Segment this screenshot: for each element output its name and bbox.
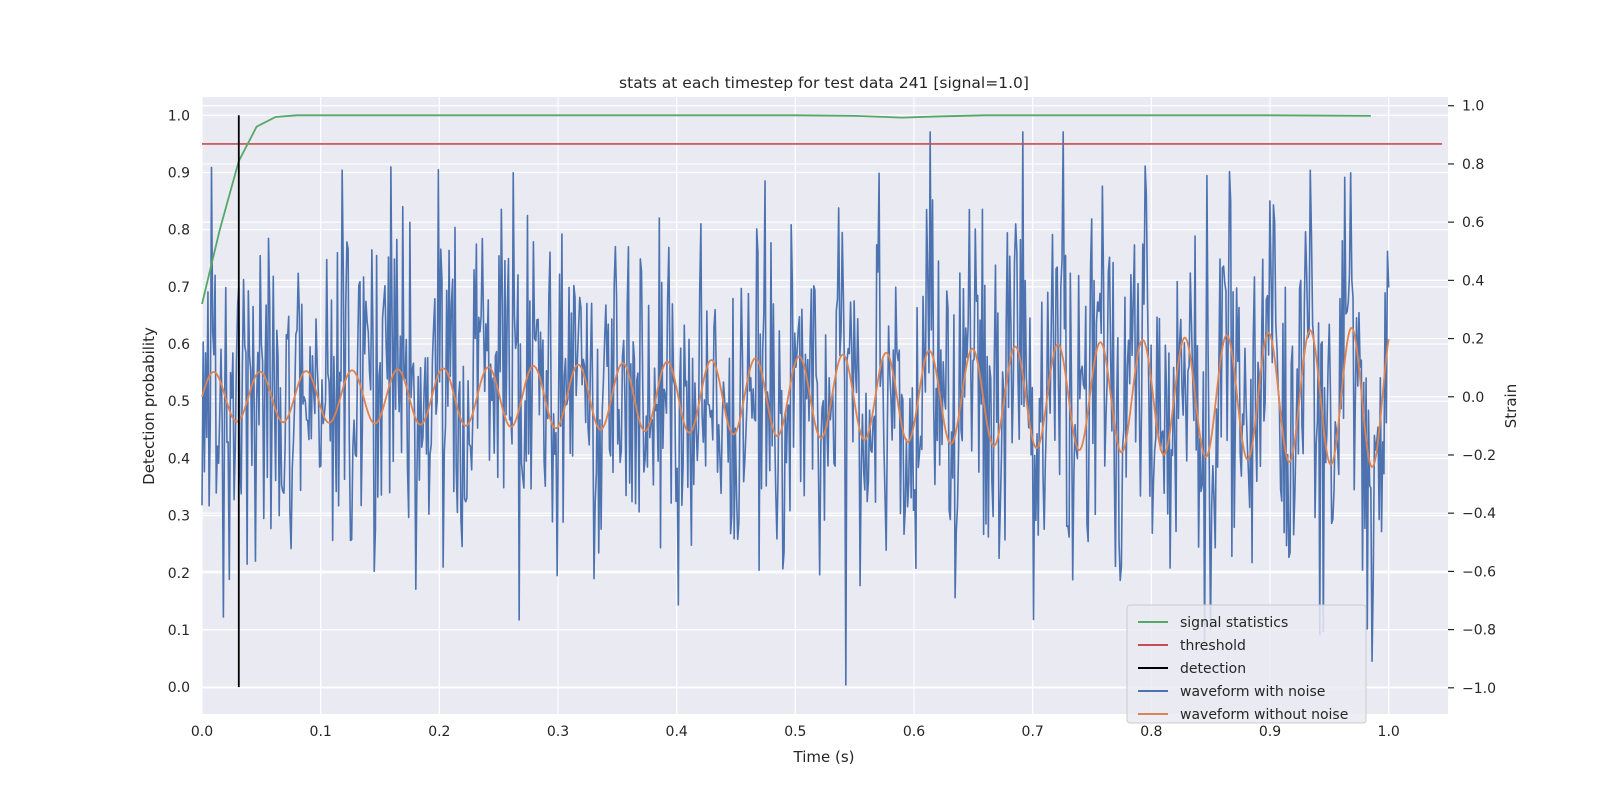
legend-label: threshold [1180, 638, 1246, 654]
y-left-tick-label: 0.6 [168, 337, 190, 353]
y-left-tick-label: 0.5 [168, 394, 190, 410]
y-right-tick-label: 0.4 [1462, 273, 1484, 289]
x-axis-ticks: 0.0 0.1 0.2 0.3 0.4 0.5 0.6 0.7 0.8 0.9 1.0 [191, 724, 1400, 740]
x-tick-label: 0.7 [1022, 724, 1044, 740]
legend: signal statistics threshold detection wavef… [1126, 604, 1367, 724]
y-right-tick-label: 0.6 [1462, 215, 1484, 231]
legend-label: waveform without noise [1180, 707, 1348, 723]
y-left-tick-label: 0.9 [168, 165, 190, 181]
x-tick-label: 0.5 [784, 724, 806, 740]
y-right-tick-label: 0.0 [1462, 390, 1484, 406]
y-right-tick-label: −0.8 [1462, 623, 1496, 639]
y-left-axis-label: Detection probability [140, 327, 158, 485]
legend-label: signal statistics [1180, 615, 1288, 631]
series-waveform-with-noise [201, 131, 1390, 686]
y-left-tick-label: 0.8 [168, 223, 190, 239]
y-left-tick-label: 1.0 [168, 108, 190, 124]
x-tick-label: 0.6 [903, 724, 925, 740]
y-left-tick-label: 0.7 [168, 280, 190, 296]
y-right-tick-label: 0.8 [1462, 157, 1484, 173]
y-left-tick-label: 0.2 [168, 566, 190, 582]
y-right-tick-label: −0.6 [1462, 564, 1496, 580]
y-right-tick-label: −0.2 [1462, 448, 1496, 464]
series-signal-statistics [201, 114, 1371, 305]
series-layer [201, 114, 1443, 688]
chart-title: stats at each timestep for test data 241… [619, 74, 1029, 92]
series-waveform-without-noise [201, 327, 1390, 468]
x-tick-label: 0.8 [1140, 724, 1162, 740]
y-right-tick-label: 1.0 [1462, 99, 1484, 115]
legend-label: waveform with noise [1180, 684, 1325, 700]
y-right-axis-ticks: −1.0 −0.8 −0.6 −0.4 −0.2 0.0 0.2 0.4 0.6 0.8 1.0 [1448, 99, 1496, 697]
y-right-tick-label: −0.4 [1462, 506, 1496, 522]
y-left-tick-label: 0.3 [168, 509, 190, 525]
y-left-tick-label: 0.4 [168, 451, 190, 467]
x-tick-label: 0.0 [191, 724, 213, 740]
legend-label: detection [1180, 661, 1246, 677]
x-tick-label: 0.4 [666, 724, 688, 740]
x-tick-label: 1.0 [1378, 724, 1400, 740]
y-right-axis-label: Strain [1502, 384, 1520, 428]
y-left-tick-label: 0.0 [168, 680, 190, 696]
y-left-tick-label: 0.1 [168, 623, 190, 639]
x-tick-label: 0.1 [310, 724, 332, 740]
x-tick-label: 0.2 [428, 724, 450, 740]
x-tick-label: 0.3 [547, 724, 569, 740]
y-left-axis-ticks: 0.0 0.1 0.2 0.3 0.4 0.5 0.6 0.7 0.8 0.9 1.0 [168, 108, 190, 696]
y-right-tick-label: −1.0 [1462, 681, 1496, 697]
x-axis-label: Time (s) [793, 748, 855, 766]
y-right-tick-label: 0.2 [1462, 332, 1484, 348]
legend-box [1126, 604, 1367, 724]
x-tick-label: 0.9 [1259, 724, 1281, 740]
